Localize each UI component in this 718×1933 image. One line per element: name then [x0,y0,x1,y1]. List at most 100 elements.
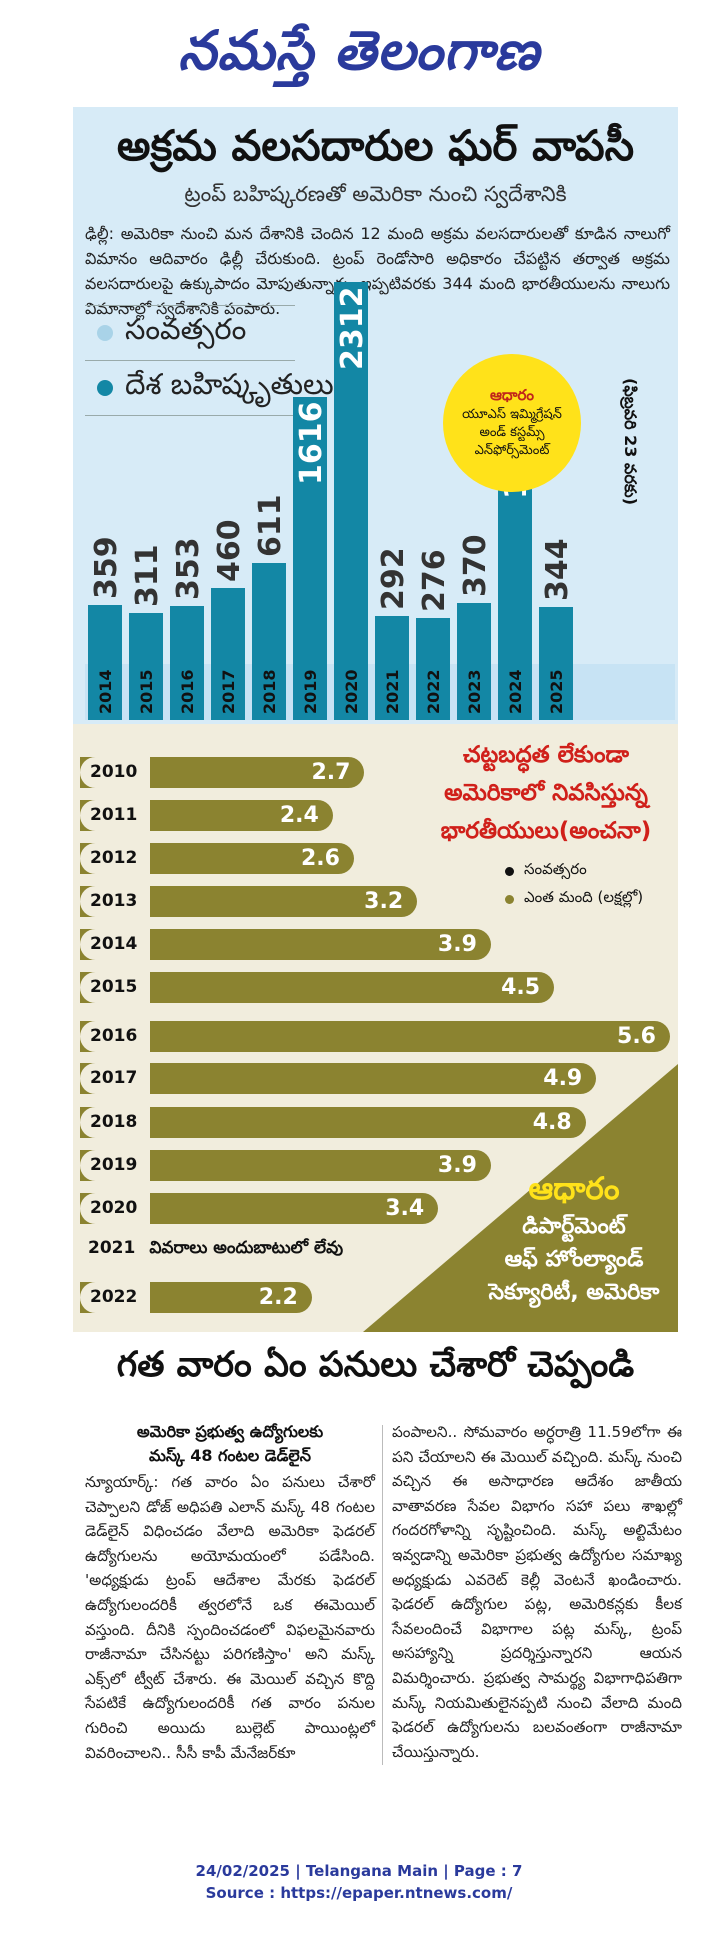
hbar-value-2016: 5.6 [617,1024,656,1049]
source-2-title: ఆధారం [528,1171,620,1207]
source-2-line-2: ఆఫ్ హోంల్యాండ్ [504,1247,644,1272]
hbar-cap-2013 [80,886,150,917]
legend-deported: దేశ బహిష్కృతులు [97,367,334,409]
hbar-year-2013: 2013 [90,891,138,911]
story-column-2: పంపాలని.. సోమవారం అర్ధరాత్రి 11.59లోగా ఈ… [392,1423,682,1761]
hbar-year-2022: 2022 [90,1287,138,1307]
hbar-value-2017: 4.9 [543,1066,583,1091]
bar-value-2021: 292 [376,547,411,610]
hbar-value-2020: 3.4 [385,1196,425,1221]
source-block-2: ఆధారం డిపార్ట్‌మెంట్ ఆఫ్ హోంల్యాండ్ సెక్… [470,1168,678,1309]
article-subhead: ట్రంప్ బహిష్కరణతో అమెరికా నుంచి స్వదేశాన… [184,182,567,206]
bar-year-2021: 2021 [383,669,402,714]
bar-2015 [129,612,163,720]
legend-year: సంవత్సరం [97,312,246,354]
hbar-value-2012: 2.6 [300,846,340,871]
no-data-text: వివరాలు అందుబాటులో లేవు [149,1238,344,1258]
hbar-cap-2020 [80,1193,150,1224]
corner-triangle [363,1064,678,1332]
legend-dot-light [97,325,113,341]
hbar-cap-2017 [80,1063,150,1094]
hbar-2016 [80,1021,670,1052]
hbar-value-2019: 3.9 [437,1153,477,1178]
hbar-value-2018: 4.8 [532,1110,572,1135]
hbar-year-2010: 2010 [90,762,138,782]
bar-year-2015: 2015 [137,669,156,714]
bar-value-2017: 460 [212,519,247,582]
bar-2018 [252,563,286,720]
newspaper-logo: నమస్తే తెలంగాణ [178,18,540,82]
hbar-cap-2022 [80,1282,150,1313]
story-headline: గత వారం ఏం పనులు చేశారో చెప్పండి [116,1345,635,1385]
legend-count: ఎంత మంది (లక్షల్లో) [505,888,643,910]
no-data-row: 2021 వివరాలు అందుబాటులో లేవు [88,1238,343,1262]
source-bubble: ఆధారం యూఎస్ ఇమ్మిగ్రేషన్ అండ్ కస్టమ్స్ ఎ… [443,354,581,492]
bar-2014 [88,604,122,720]
date-note: (ఫిబ్రవరి 23 వరకు) [621,378,640,506]
title-line-1: చట్టబద్ధత లేకుండా [462,742,630,768]
hbar-cap-2012 [80,843,150,874]
hbar-2018 [80,1107,586,1138]
legend-rule [85,305,295,306]
bar-value-2022: 276 [417,549,452,613]
bar-year-2024: 2024 [506,669,525,714]
hbar-cap-2010 [80,757,150,788]
undocumented-title: చట్టబద్ధత లేకుండా అమెరికాలో నివసిస్తున్న… [416,736,676,850]
bar-value-2019: 1616 [294,401,329,485]
hbar-year-2019: 2019 [90,1155,138,1175]
hbar-year-2011: 2011 [90,805,138,825]
bar-value-2016: 353 [171,537,206,600]
masthead: నమస్తే తెలంగాణ [0,0,718,100]
story-subhead: అమెరికా ప్రభుత్వ ఉద్యోగులకు మస్క్ 48 గంట… [85,1420,375,1468]
hbar-2015 [80,972,555,1003]
bar-2023 [457,602,491,720]
bar-year-2016: 2016 [178,669,197,714]
hbar-year-2014: 2014 [90,934,138,954]
hbar-cap-2019 [80,1150,150,1181]
hbar-value-2022: 2.2 [258,1285,298,1310]
bar-2017 [211,587,245,720]
hbar-year-2017: 2017 [90,1068,138,1088]
bar-2020 [334,282,368,720]
bar-2022 [416,618,450,720]
legend-dot-olive [505,894,514,904]
story-column-1: న్యూయార్క్: గత వారం ఏం పనులు చేశారో చెప్… [85,1473,375,1762]
story-subhead-line-2: మస్క్ 48 గంటల డెడ్‌లైన్ [148,1446,312,1465]
article-lead: ఢిల్లీ: అమెరికా నుంచి మన దేశానికి చెందిన… [85,224,670,318]
hbar-value-2010: 2.7 [311,760,351,785]
source-2-line-1: డిపార్ట్‌మెంట్ [522,1214,626,1239]
title-line-2: అమెరికాలో నివసిస్తున్న [444,780,648,806]
legend-dot-black [505,866,514,876]
bar-2025 [539,607,573,720]
footer-date-line: 24/02/2025 | Telangana Main | Page : 7 [195,1862,523,1880]
no-data-year: 2021 [88,1238,136,1258]
legend-count-label: ఎంత మంది (లక్షల్లో) [524,888,644,906]
footer: 24/02/2025 | Telangana Main | Page : 7 S… [0,1860,718,1904]
legend-rule [85,360,295,361]
legend-deported-label: దేశ బహిష్కృతులు [125,367,334,401]
story-subhead-line-1: అమెరికా ప్రభుత్వ ఉద్యోగులకు [136,1422,324,1441]
hbar-year-2015: 2015 [90,977,138,997]
column-divider [382,1425,383,1765]
bar-year-2025: 2025 [547,669,566,714]
source-body: యూఎస్ ఇమ్మిగ్రేషన్ అండ్ కస్టమ్స్ ఎన్‌ఫోర… [462,407,562,458]
bar-year-2023: 2023 [465,669,484,714]
hbar-year-2018: 2018 [90,1112,138,1132]
bar-year-2018: 2018 [260,669,279,714]
legend-dot-dark [97,380,113,396]
bar-year-2019: 2019 [301,669,320,714]
source-2-line-3: సెక్యూరిటీ, అమెరికా [488,1280,660,1305]
hbar-cap-2015 [80,972,150,1003]
hbar-value-2011: 2.4 [279,803,319,828]
bar-value-2023: 370 [458,534,493,597]
bar-value-2018: 611 [253,494,288,558]
hbar-cap-2014 [80,929,150,960]
source-title: ఆధారం [489,386,535,404]
hbar-year-2012: 2012 [90,848,138,868]
article-headline: అక్రమ వలసదారుల ఘర్ వాపసీ [116,121,635,170]
bar-value-2015: 311 [130,543,165,607]
bar-year-2017: 2017 [219,669,238,714]
hbar-year-2016: 2016 [90,1026,138,1046]
bar-year-2014: 2014 [96,669,115,714]
bar-2016 [170,605,204,720]
